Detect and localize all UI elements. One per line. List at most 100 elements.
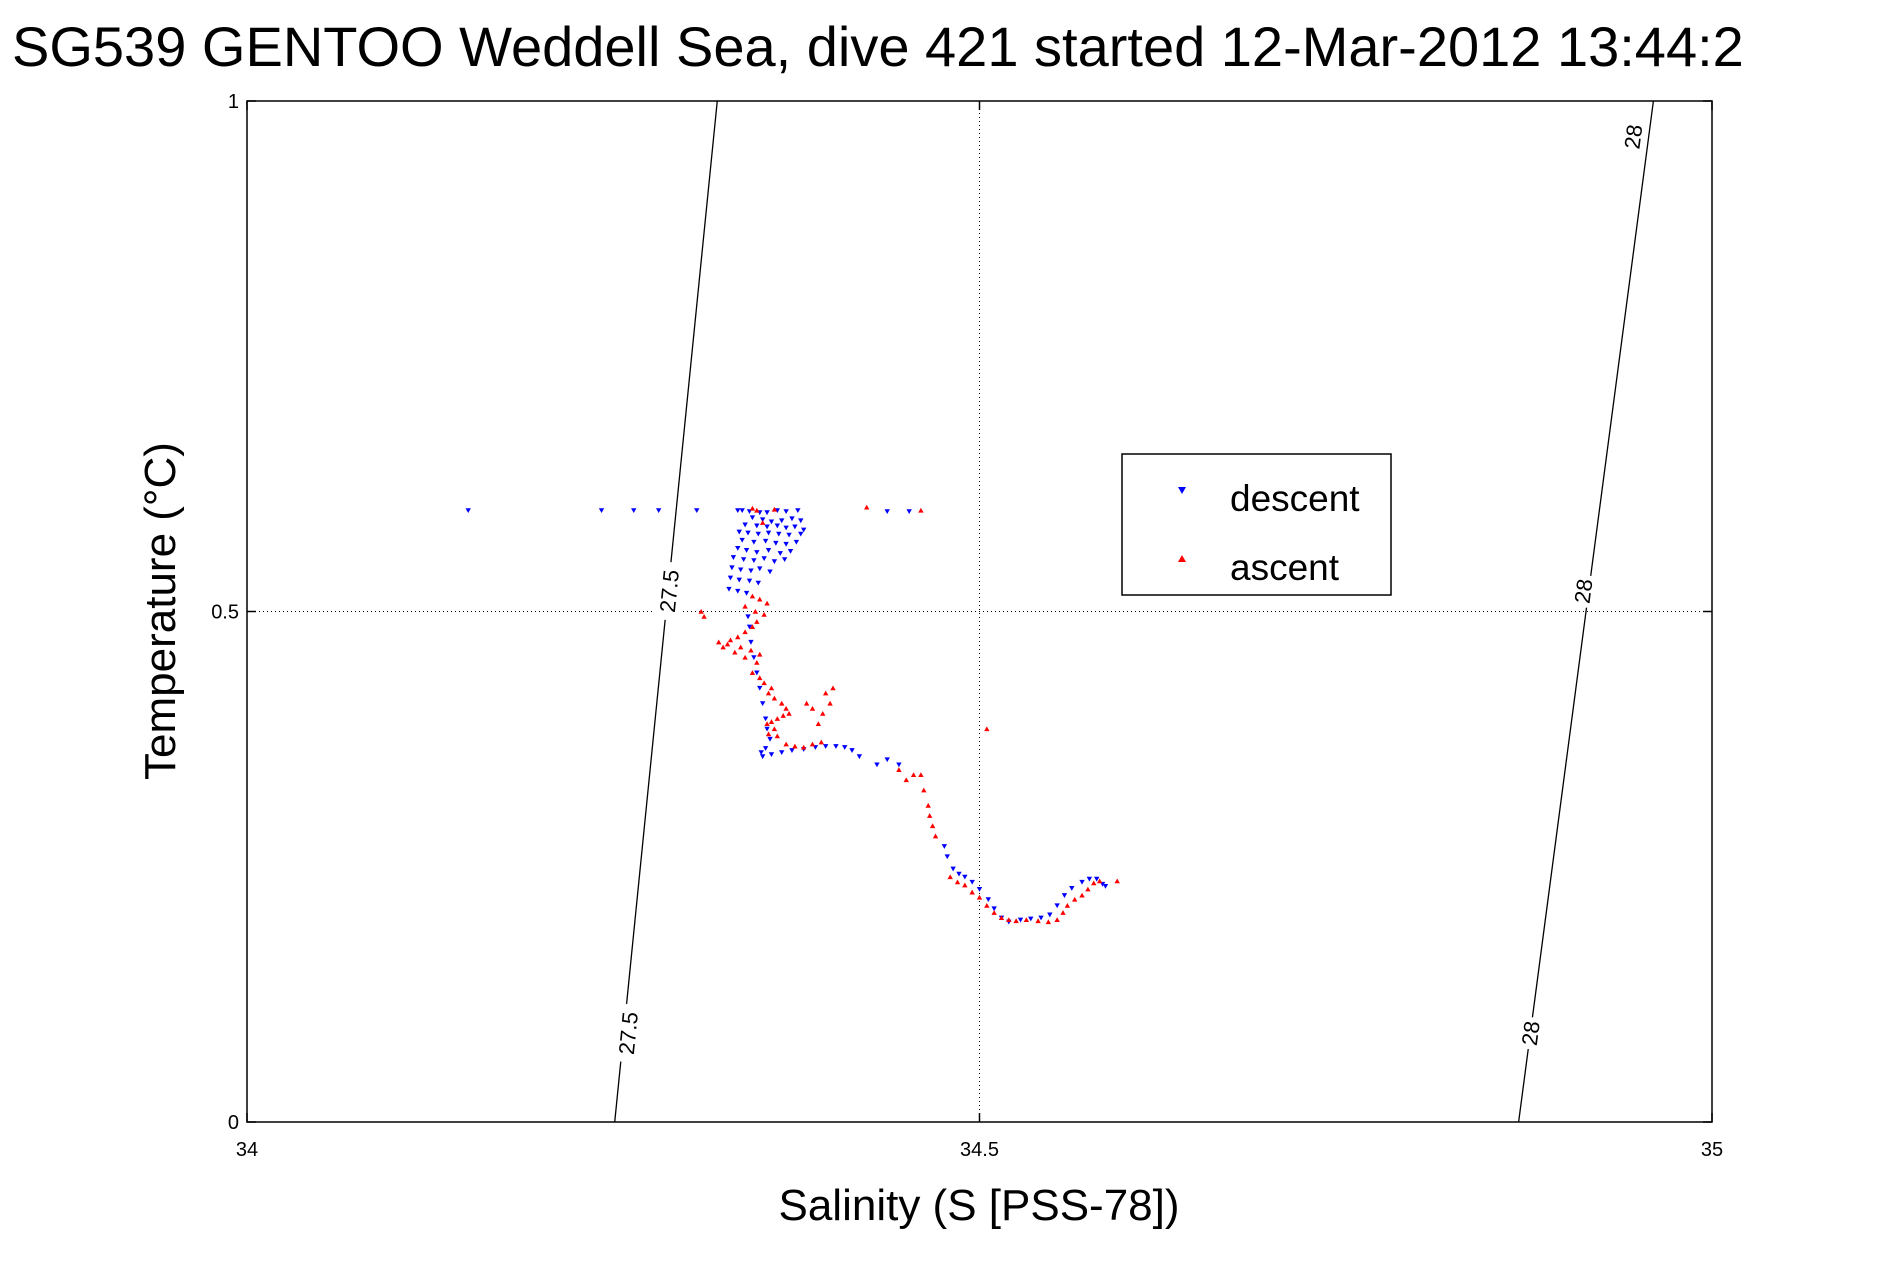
descent-point [655,508,662,514]
isopycnal-label-group: 28 [1616,119,1649,155]
descent-point [789,748,795,753]
ascent-point [792,743,798,749]
descent-point [757,685,763,691]
ascent-point [984,726,990,732]
descent-point [884,509,890,515]
ascent-point [1079,892,1085,898]
descent-point [754,550,760,555]
ascent-point [748,647,754,653]
ascent-point [1045,919,1052,925]
ascent-point [768,685,775,691]
ascent-point [779,700,785,706]
ascent-point [757,651,763,657]
ascent-point [749,505,756,511]
ascent-point [724,641,731,647]
descent-point [874,762,880,768]
isopycnal-label-group: 28 [1567,573,1600,609]
descent-point [746,624,753,630]
descent-point [742,522,748,528]
descent-point [774,508,781,514]
descent-point [735,588,741,594]
ascent-point [732,649,738,655]
ascent-point [954,879,961,885]
descent-point [759,754,766,760]
descent-point [631,508,637,514]
descent-point [730,555,737,560]
descent-point [726,586,732,592]
ascent-point [830,685,836,691]
descent-point [754,670,760,676]
ascent-series [698,504,1120,925]
y-axis-label: Temperature (°C) [136,442,185,780]
descent-point [765,530,772,536]
descent-point [736,577,742,583]
ascent-point [1035,918,1041,924]
ascent-point [929,823,936,829]
descent-point [736,529,742,535]
ascent-point [754,619,760,624]
ascent-point [991,910,997,915]
ascent-point [742,603,748,609]
descent-point [764,726,770,732]
ascent-point [754,659,760,665]
descent-point [944,854,950,860]
descent-point [1086,876,1093,882]
ascent-point [764,721,770,727]
ascent-point [803,700,810,706]
descent-point [773,540,779,546]
descent-point [962,874,968,880]
ascent-point [1114,878,1120,884]
descent-point [976,887,983,892]
ascent-point [783,705,789,711]
descent-point [762,538,769,544]
x-tick-label: 34.5 [960,1139,999,1161]
descent-point [798,518,804,524]
ascent-point [771,506,778,512]
ascent-point [998,915,1005,920]
descent-point [789,516,795,522]
descent-point [956,871,962,877]
isopycnal-line-28 [1517,100,1655,1123]
descent-point [783,525,789,531]
descent-point [757,566,763,572]
ascent-point [749,593,756,599]
descent-point [1061,893,1068,898]
ascent-point [926,813,933,818]
descent-point [849,748,855,753]
ascent-point [698,608,704,614]
descent-point [781,557,788,563]
isopycnal-label-gap [1514,1015,1547,1051]
isopycnal-label-group: 27.5 [611,1002,645,1064]
ascent-point [815,721,822,727]
ascent-point [752,608,759,614]
isopycnal-label: 28 [1517,1019,1545,1047]
descent-point [749,515,756,521]
ascent-point [727,637,734,643]
descent-point [991,906,997,912]
descent-point [751,558,757,564]
descent-point [779,518,785,524]
ascent-point [701,614,707,619]
descent-point [774,523,781,529]
descent-point [941,844,948,849]
ascent-point [818,739,824,745]
descent-point [783,509,789,515]
descent-point [795,508,801,514]
isopycnal-label-gap [1616,119,1649,155]
isopycnal-label-gap [652,560,686,622]
descent-point [755,531,761,537]
ascent-point [771,726,778,732]
descent-point [950,866,956,872]
ascent-point [1006,917,1012,923]
descent-point [743,590,750,596]
descent-point [906,509,912,515]
ascent-point [768,719,775,724]
descent-point [1094,876,1100,882]
ascent-point [749,670,756,675]
descent-point [694,508,700,514]
descent-point [748,568,754,574]
ascent-point [932,833,939,839]
ascent-point [925,802,931,808]
descent-point [896,762,902,768]
